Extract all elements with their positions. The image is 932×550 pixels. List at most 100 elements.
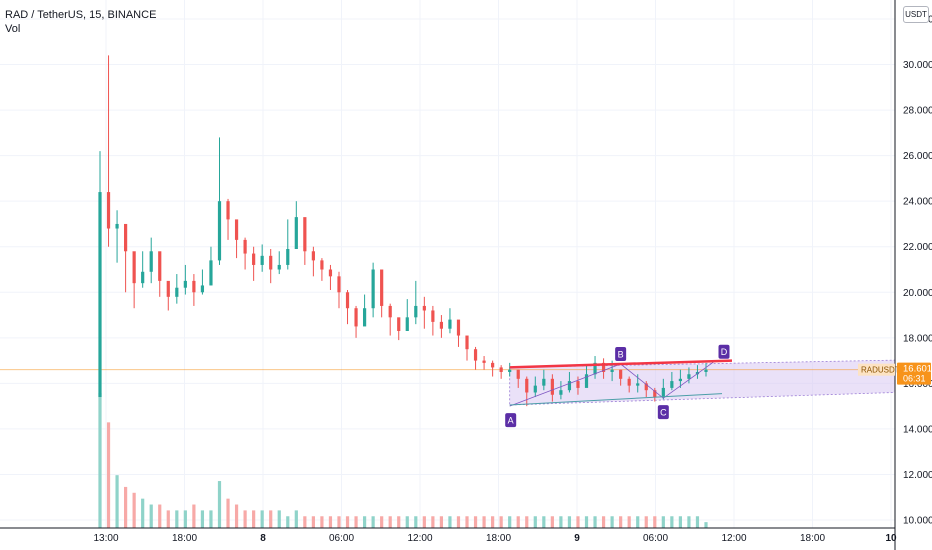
volume-bar [388, 516, 392, 528]
candle-body [508, 369, 512, 372]
candle-body [482, 360, 486, 363]
candle-body [294, 217, 298, 250]
volume-bar [670, 516, 674, 528]
volume-bar [311, 516, 315, 528]
candle-body [200, 285, 205, 293]
volume-legend[interactable]: Vol [5, 23, 21, 35]
chart-legend: RAD / TetherUS, 15, BINANCE Vol [5, 8, 156, 36]
volume-bar [158, 504, 162, 528]
candle-body [473, 349, 478, 361]
volume-bar [516, 516, 520, 528]
volume-bar [115, 475, 119, 528]
volume-bar [192, 504, 196, 528]
candle-body [456, 319, 461, 336]
volume-bars [98, 393, 708, 528]
time-tick-label: 18:00 [172, 533, 197, 544]
volume-bar [328, 516, 333, 528]
time-tick-label: 18:00 [486, 533, 511, 544]
candle-body [166, 280, 170, 297]
price-tag-countdown: 06:31 [903, 374, 926, 384]
pattern-label-text: C [660, 408, 667, 418]
volume-bar [499, 516, 503, 528]
candle-body [465, 335, 469, 350]
pattern-label-text: D [721, 347, 728, 357]
candle-body [670, 381, 674, 388]
time-tick-label: 12:00 [721, 533, 746, 544]
volume-bar [175, 510, 179, 528]
candle-body [252, 253, 256, 265]
volume-bar [354, 516, 358, 528]
candle-body [362, 308, 367, 327]
price-tick-label: 20.000 [903, 288, 932, 299]
volume-bar [653, 516, 657, 528]
candle-body [388, 305, 392, 318]
volume-bar [601, 516, 606, 528]
price-tick-label: 22.000 [903, 242, 932, 253]
candle-body [149, 251, 153, 272]
candle-body [687, 374, 691, 379]
price-tick-label: 14.000 [903, 424, 932, 435]
volume-bar [286, 516, 290, 528]
volume-bar [337, 516, 341, 528]
candle-body [601, 362, 606, 372]
candle-body [337, 276, 341, 293]
candle-body [115, 223, 119, 229]
currency-button[interactable]: USDT [903, 6, 929, 23]
symbol-title[interactable]: RAD / TetherUS, 15, BINANCE [5, 9, 157, 21]
volume-bar [362, 516, 367, 528]
candle-body [311, 251, 315, 261]
candle-body [704, 369, 708, 372]
volume-bar [106, 422, 111, 528]
candle-body [328, 269, 333, 277]
candle-body [183, 280, 187, 288]
volume-bar [226, 498, 230, 528]
candle-body [303, 217, 307, 252]
volume-bar [550, 516, 554, 528]
candle-body [234, 219, 239, 240]
volume-bar [98, 393, 102, 528]
volume-bar [559, 516, 563, 528]
candle-body [431, 310, 435, 322]
pattern-point-d: D [718, 344, 730, 359]
candle-body [354, 308, 358, 327]
symbol-tag-text: RADUSDT [861, 366, 900, 375]
volume-bar [277, 510, 281, 528]
volume-bar [576, 516, 580, 528]
volume-bar [431, 516, 435, 528]
price-tick-label: 24.000 [903, 197, 932, 208]
volume-bar [448, 516, 452, 528]
pattern-overlay: A B C D [505, 344, 733, 428]
candle-body [380, 269, 384, 306]
price-axis[interactable]: 32.00030.00028.00026.00024.00022.00020.0… [894, 0, 932, 550]
volume-bar [149, 504, 153, 528]
volume-bar [303, 516, 307, 528]
candlesticks [98, 55, 708, 407]
candle-body [345, 292, 350, 309]
volume-bar [209, 510, 213, 528]
support-line [509, 393, 723, 406]
volume-bar [345, 516, 350, 528]
candle-body [269, 255, 273, 270]
candle-body [636, 383, 640, 386]
price-tick-label: 18.000 [903, 333, 932, 344]
candle-body [516, 369, 520, 379]
time-tick-label: 18:00 [800, 533, 825, 544]
pattern-label-bg [505, 413, 517, 428]
candle-body [175, 287, 179, 297]
price-tick-label: 10.000 [903, 516, 932, 527]
time-axis[interactable]: 13:00 18:00 8 06:00 12:00 18:00 9 06:00 12:00 18:… [0, 527, 897, 544]
volume-bar [687, 516, 691, 528]
volume-bar [704, 522, 708, 528]
price-tick-label: 12.000 [903, 470, 932, 481]
price-tag-value: 16.601 [903, 364, 932, 375]
candle-body [439, 321, 444, 329]
pattern-point-a: A [505, 413, 517, 428]
candle-body [371, 269, 375, 309]
time-tick-label: 06:00 [329, 533, 354, 544]
volume-bar [584, 516, 589, 528]
candle-body [141, 271, 145, 284]
volume-bar [252, 510, 256, 528]
price-tick-label: 26.000 [903, 151, 932, 162]
